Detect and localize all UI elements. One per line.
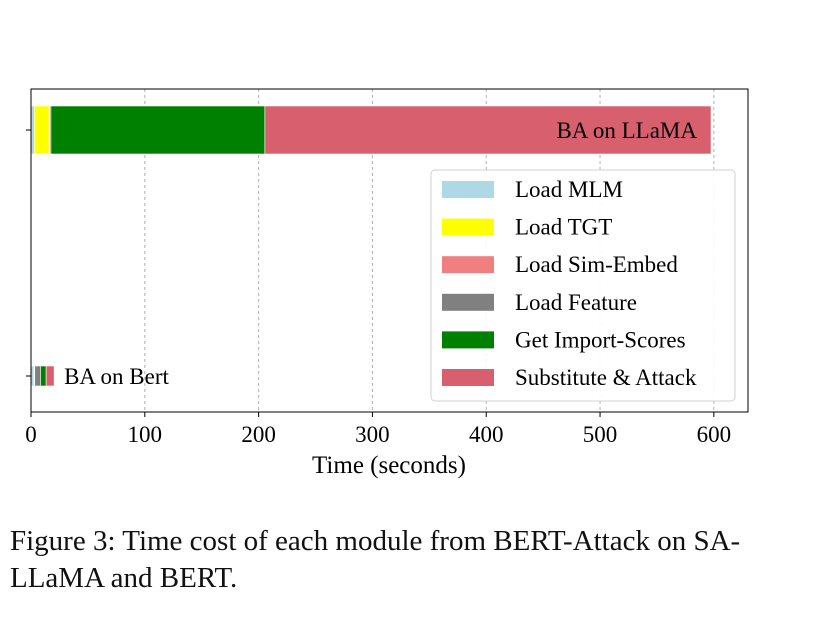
- x-tick-label: 0: [25, 422, 37, 447]
- legend-label: Load Sim-Embed: [515, 252, 678, 277]
- legend-label: Get Import-Scores: [515, 327, 686, 352]
- x-tick-label: 600: [697, 422, 732, 447]
- bar-segment: [30, 105, 35, 155]
- legend-swatch: [442, 256, 494, 274]
- x-axis-label: Time (seconds): [312, 452, 466, 479]
- x-tick-label: 400: [469, 422, 504, 447]
- legend-label: Load TGT: [515, 215, 612, 240]
- bar-segment: [34, 105, 50, 155]
- y-ticks: [26, 129, 31, 377]
- legend-label: Load Feature: [515, 290, 637, 315]
- x-tick-label: 500: [583, 422, 618, 447]
- bars: [30, 105, 712, 387]
- bar-segment: [34, 365, 41, 387]
- x-axis-ticks: 0 100 200 300 400 500 600: [25, 412, 731, 447]
- bar-segment: [40, 365, 47, 387]
- category-label: BA on LLaMA: [556, 118, 697, 143]
- bar-segment: [45, 365, 55, 387]
- legend-swatch: [442, 331, 494, 349]
- x-tick-label: 200: [241, 422, 276, 447]
- category-label: BA on Bert: [64, 364, 169, 389]
- legend-swatch: [442, 369, 494, 386]
- bar-segment: [50, 105, 266, 155]
- legend-label: Substitute & Attack: [515, 365, 697, 390]
- legend-swatch: [442, 181, 494, 198]
- legend-swatch: [442, 293, 494, 311]
- figure-caption: Figure 3: Time cost of each module from …: [10, 525, 741, 594]
- stacked-bar-chart: 0 100 200 300 400 500 600 BA on Bert BA on LLaM…: [25, 88, 749, 479]
- plot-frame: [30, 88, 749, 413]
- legend-swatch: [442, 218, 494, 236]
- x-tick-label: 300: [355, 422, 390, 447]
- legend-label: Load MLM: [515, 177, 623, 202]
- legend-box: [430, 169, 736, 402]
- bar-segment: [264, 105, 712, 155]
- legend: Load MLM Load TGT Load Sim-Embed Load Featu…: [430, 169, 736, 402]
- category-labels: BA on Bert BA on LLaMA: [64, 118, 697, 389]
- x-tick-label: 100: [128, 422, 163, 447]
